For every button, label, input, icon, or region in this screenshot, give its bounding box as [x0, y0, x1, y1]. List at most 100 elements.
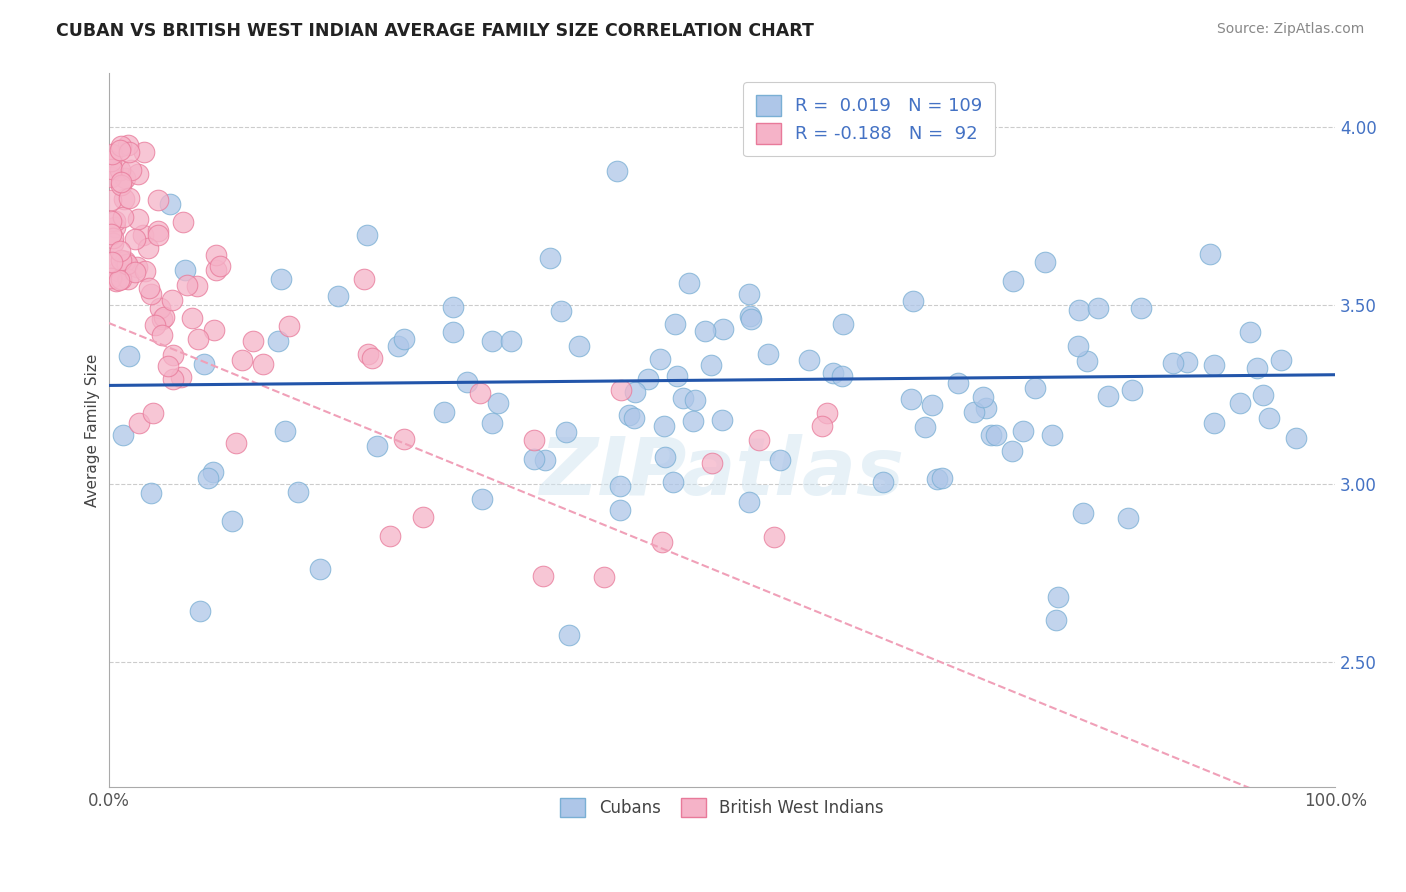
Point [1024, 381, 1046, 395]
Point [1087, 301, 1109, 315]
Point [831, 317, 853, 331]
Point [1067, 339, 1090, 353]
Point [1129, 301, 1152, 315]
Point [710, 413, 733, 427]
Point [481, 416, 503, 430]
Point [110, 175, 132, 189]
Point [1251, 387, 1274, 401]
Point [392, 333, 415, 347]
Point [115, 257, 138, 271]
Point [1202, 358, 1225, 372]
Point [125, 260, 148, 275]
Point [124, 265, 146, 279]
Point [962, 405, 984, 419]
Point [101, 231, 124, 245]
Point [769, 453, 792, 467]
Point [134, 263, 156, 277]
Point [148, 227, 170, 242]
Point [150, 311, 173, 326]
Point [146, 193, 169, 207]
Point [441, 325, 464, 339]
Point [609, 502, 631, 516]
Point [471, 492, 494, 507]
Point [103, 236, 125, 251]
Point [986, 428, 1008, 442]
Point [1121, 383, 1143, 397]
Point [651, 535, 673, 549]
Point [209, 259, 232, 273]
Point [711, 322, 734, 336]
Point [523, 451, 546, 466]
Point [538, 251, 561, 265]
Point [110, 272, 132, 286]
Point [104, 214, 127, 228]
Point [931, 471, 953, 485]
Point [188, 604, 211, 618]
Point [156, 359, 179, 374]
Point [127, 211, 149, 226]
Point [128, 416, 150, 430]
Point [162, 372, 184, 386]
Legend: Cubans, British West Indians: Cubans, British West Indians [553, 789, 891, 825]
Point [114, 253, 136, 268]
Point [748, 433, 770, 447]
Point [104, 220, 127, 235]
Point [740, 312, 762, 326]
Point [392, 432, 415, 446]
Point [1270, 353, 1292, 368]
Point [1116, 511, 1139, 525]
Point [972, 390, 994, 404]
Point [197, 471, 219, 485]
Point [486, 395, 509, 409]
Point [606, 163, 628, 178]
Point [678, 276, 700, 290]
Point [499, 334, 522, 348]
Point [799, 353, 821, 368]
Point [610, 383, 633, 397]
Point [114, 171, 136, 186]
Point [1040, 428, 1063, 442]
Point [100, 162, 122, 177]
Point [221, 514, 243, 528]
Point [412, 509, 434, 524]
Point [353, 272, 375, 286]
Point [550, 304, 572, 318]
Point [702, 456, 724, 470]
Point [108, 272, 131, 286]
Point [152, 310, 174, 325]
Point [921, 398, 943, 412]
Point [901, 293, 924, 308]
Point [101, 256, 124, 270]
Point [100, 214, 122, 228]
Point [1001, 274, 1024, 288]
Point [100, 227, 122, 241]
Point [1033, 255, 1056, 269]
Point [623, 411, 645, 425]
Point [149, 301, 172, 316]
Point [132, 228, 155, 243]
Point [357, 346, 380, 360]
Point [534, 452, 557, 467]
Text: Source: ZipAtlas.com: Source: ZipAtlas.com [1216, 22, 1364, 37]
Point [142, 406, 165, 420]
Point [700, 358, 723, 372]
Point [274, 424, 297, 438]
Point [738, 309, 761, 323]
Point [138, 280, 160, 294]
Point [169, 370, 191, 384]
Point [872, 475, 894, 490]
Point [176, 278, 198, 293]
Point [617, 408, 640, 422]
Point [1163, 356, 1185, 370]
Point [1229, 395, 1251, 409]
Point [441, 300, 464, 314]
Point [162, 348, 184, 362]
Point [1177, 355, 1199, 369]
Point [672, 391, 695, 405]
Point [110, 252, 132, 267]
Point [100, 154, 122, 169]
Point [101, 254, 124, 268]
Point [1067, 302, 1090, 317]
Point [160, 293, 183, 308]
Point [242, 334, 264, 348]
